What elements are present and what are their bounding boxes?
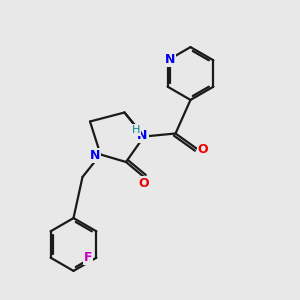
Text: N: N (165, 52, 175, 66)
Text: F: F (84, 250, 92, 264)
Text: N: N (90, 149, 100, 162)
Text: N: N (137, 129, 148, 142)
Text: O: O (139, 177, 149, 190)
Text: O: O (198, 142, 208, 156)
Text: H: H (131, 125, 140, 135)
